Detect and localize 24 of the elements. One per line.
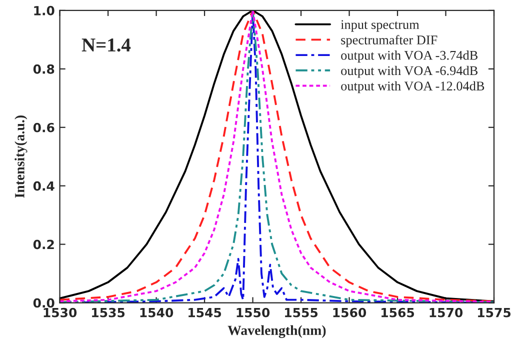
x-tick-label: 1555 [285, 308, 318, 318]
x-tick-label: 1540 [140, 308, 174, 318]
legend-label: input spectrum [340, 20, 420, 32]
y-tick-label: 0.6 [33, 122, 54, 132]
x-tick-label: 1530 [44, 308, 77, 318]
x-tick-label: 1575 [478, 308, 511, 318]
x-tick-label: 1535 [92, 308, 125, 318]
legend-label: output with VOA -3.74dB [341, 50, 478, 62]
legend-label: spectrumafter DIF [341, 35, 438, 48]
y-tick-label: 0.8 [33, 64, 54, 74]
x-tick-label: 1545 [188, 308, 222, 318]
y-tick-label: 0.0 [33, 298, 54, 308]
y-tick-label: 1.0 [34, 6, 54, 16]
x-tick-label: 1560 [333, 308, 366, 318]
y-axis-title: Intensity(a.u.) [14, 116, 28, 198]
x-axis-title: Wavelength(nm) [228, 325, 326, 338]
legend-label: output with VOA -12.04dB [341, 81, 484, 94]
y-tick-label: 0.2 [33, 240, 54, 250]
y-tick-label: 0.4 [33, 181, 54, 191]
x-tick-label: 1570 [430, 308, 463, 318]
legend-label: output with VOA -6.94dB [341, 66, 478, 78]
x-tick-label: 1550 [236, 308, 270, 318]
annotation: N=1.4 [82, 38, 131, 52]
x-tick-label: 1565 [382, 308, 414, 318]
